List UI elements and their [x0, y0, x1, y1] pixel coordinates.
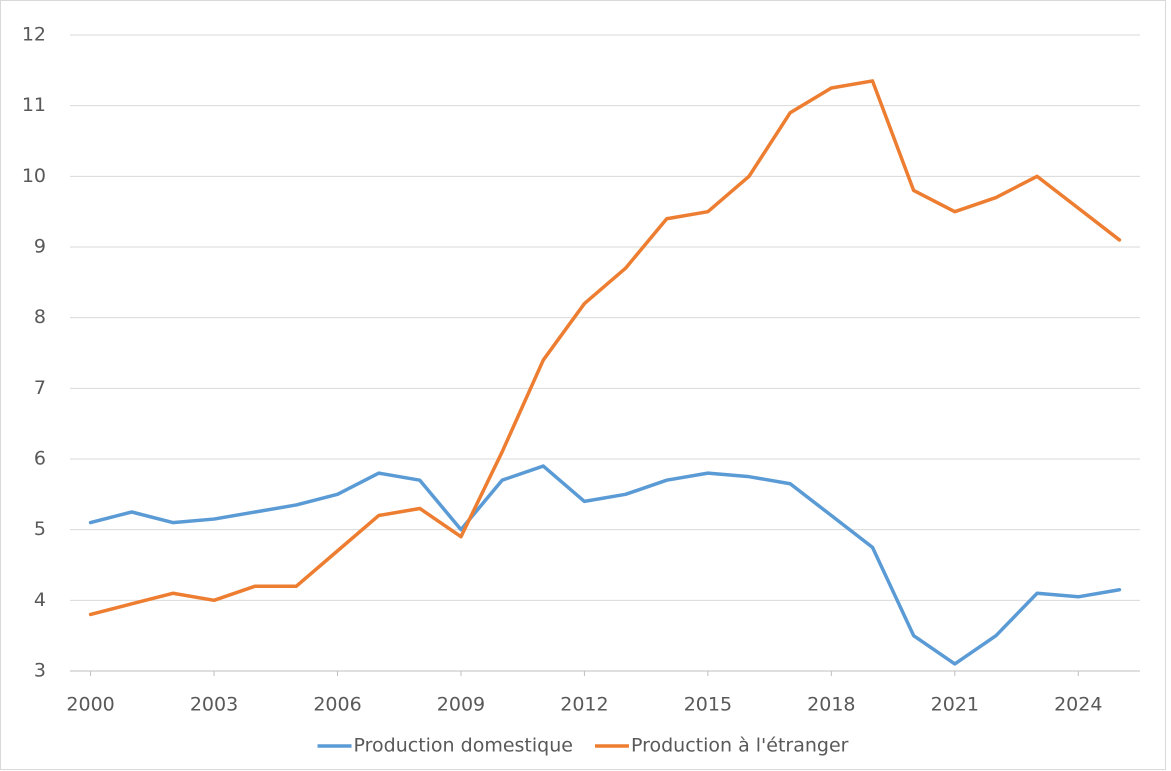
legend-label: Production à l'étranger	[631, 735, 849, 757]
y-tick-label: 11	[22, 94, 46, 116]
x-tick-label: 2021	[931, 694, 979, 716]
y-tick-label: 8	[34, 306, 46, 328]
y-tick-label: 3	[34, 660, 46, 682]
y-tick-label: 4	[34, 589, 46, 611]
x-tick-label: 2003	[190, 694, 238, 716]
y-tick-label: 6	[34, 448, 46, 470]
y-tick-label: 10	[22, 165, 46, 187]
x-tick-label: 2018	[807, 694, 855, 716]
x-tick-label: 2024	[1054, 694, 1102, 716]
y-tick-label: 12	[22, 24, 46, 46]
x-tick-label: 2009	[437, 694, 485, 716]
legend-label: Production domestique	[354, 735, 573, 757]
x-tick-label: 2012	[560, 694, 608, 716]
x-tick-label: 2015	[684, 694, 732, 716]
series-line	[88, 79, 1122, 617]
y-tick-label: 5	[34, 518, 46, 540]
x-tick-label: 2006	[313, 694, 361, 716]
y-tick-label: 9	[34, 236, 46, 258]
x-tick-label: 2000	[66, 694, 114, 716]
y-tick-label: 7	[34, 377, 46, 399]
series-line	[88, 464, 1122, 666]
